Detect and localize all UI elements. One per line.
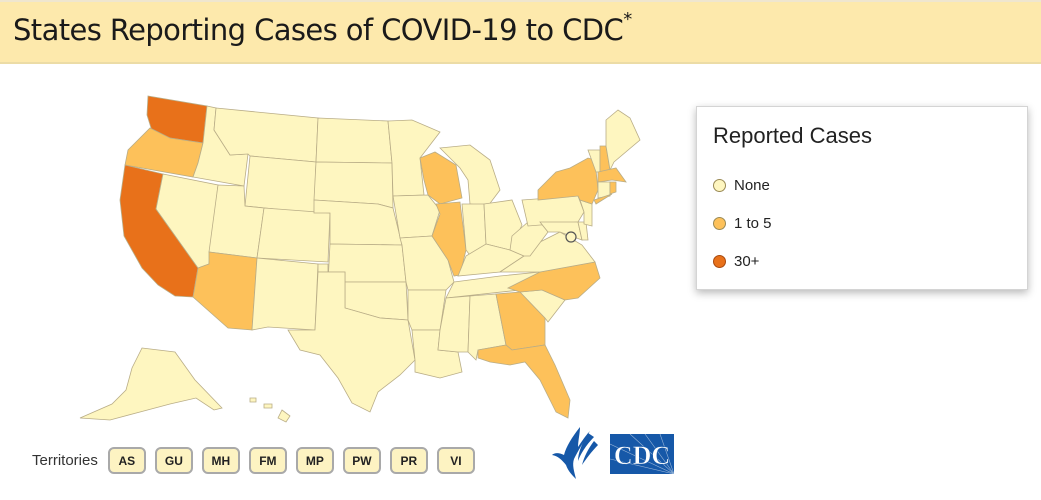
page-title: States Reporting Cases of COVID-19 to CD… bbox=[13, 9, 632, 47]
legend-panel: Reported Cases None 1 to 5 30+ bbox=[696, 106, 1028, 290]
territory-button-mp[interactable]: MP bbox=[295, 447, 334, 474]
legend-dot-30-plus-icon bbox=[713, 255, 726, 268]
state-wi[interactable] bbox=[419, 151, 463, 205]
us-map bbox=[79, 95, 641, 423]
state-de[interactable] bbox=[577, 221, 589, 241]
legend-item-30-plus: 30+ bbox=[713, 253, 759, 270]
state-ak[interactable] bbox=[79, 347, 223, 421]
state-ct[interactable] bbox=[597, 181, 611, 199]
dc-marker[interactable] bbox=[565, 231, 577, 243]
cdc-logo-icon: CDC bbox=[610, 434, 674, 474]
legend-dot-1-to-5-icon bbox=[713, 217, 726, 230]
legend-title: Reported Cases bbox=[713, 123, 872, 148]
legend-item-1-to-5: 1 to 5 bbox=[713, 215, 772, 232]
state-il[interactable] bbox=[431, 201, 467, 277]
state-tx[interactable] bbox=[287, 271, 416, 413]
state-mn[interactable] bbox=[387, 119, 441, 197]
state-co[interactable] bbox=[256, 207, 331, 263]
legend-label: 30+ bbox=[734, 253, 760, 270]
state-pa[interactable] bbox=[521, 195, 585, 227]
territory-button-mh[interactable]: MH bbox=[201, 447, 240, 474]
state-me[interactable] bbox=[605, 109, 641, 172]
territories-bar: Territories AS GU MH FM MP PW PR VI bbox=[32, 447, 484, 474]
svg-text:CDC: CDC bbox=[614, 441, 670, 470]
state-ar[interactable] bbox=[407, 289, 447, 331]
territory-button-pw[interactable]: PW bbox=[342, 447, 381, 474]
territory-button-as[interactable]: AS bbox=[107, 447, 146, 474]
hhs-eagle-logo-icon bbox=[552, 427, 598, 479]
state-ia[interactable] bbox=[392, 194, 441, 239]
state-nd[interactable] bbox=[315, 117, 393, 164]
territory-button-fm[interactable]: FM bbox=[248, 447, 287, 474]
title-text: States Reporting Cases of COVID-19 to CD… bbox=[13, 13, 624, 47]
legend-item-none: None bbox=[713, 177, 770, 194]
state-ri[interactable] bbox=[609, 181, 617, 195]
territories-label: Territories bbox=[32, 452, 98, 469]
state-wy[interactable] bbox=[244, 155, 317, 214]
legend-dot-none-icon bbox=[713, 179, 726, 192]
territory-button-vi[interactable]: VI bbox=[436, 447, 475, 474]
state-hi[interactable] bbox=[249, 397, 291, 423]
legend-label: 1 to 5 bbox=[734, 215, 772, 232]
state-ma[interactable] bbox=[597, 167, 627, 183]
page-header: States Reporting Cases of COVID-19 to CD… bbox=[0, 0, 1041, 64]
state-ny[interactable] bbox=[537, 157, 599, 205]
legend-label: None bbox=[734, 177, 770, 194]
territory-button-pr[interactable]: PR bbox=[389, 447, 428, 474]
state-nm[interactable] bbox=[251, 257, 319, 331]
territory-button-gu[interactable]: GU bbox=[154, 447, 193, 474]
footnote-mark: * bbox=[623, 9, 632, 31]
state-ny-li bbox=[593, 193, 613, 205]
state-mt[interactable] bbox=[213, 107, 319, 163]
state-fl[interactable] bbox=[477, 344, 571, 419]
